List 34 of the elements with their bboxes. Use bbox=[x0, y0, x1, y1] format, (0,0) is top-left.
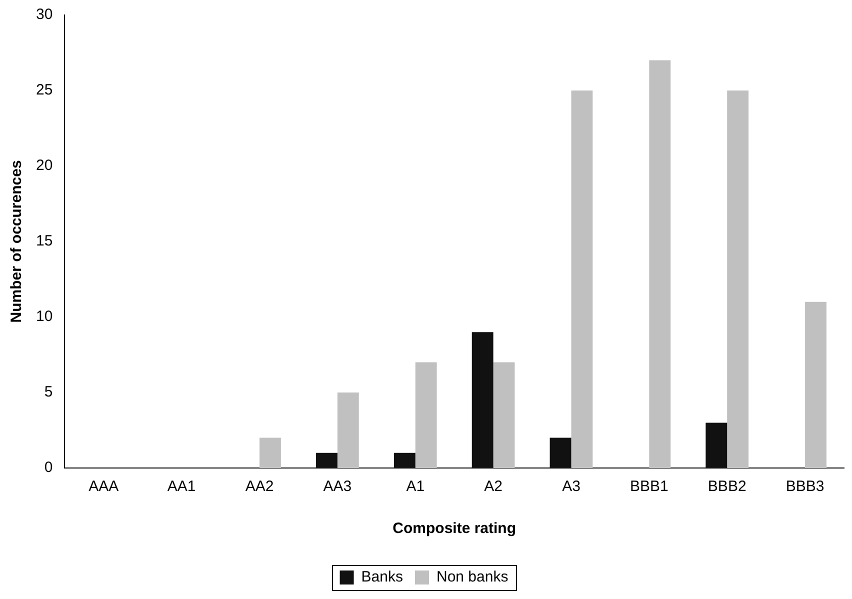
x-tick-label: AAA bbox=[88, 478, 119, 496]
y-tick-label: 10 bbox=[36, 308, 53, 326]
bar bbox=[706, 422, 728, 468]
bar bbox=[550, 438, 572, 468]
y-tick-label: 5 bbox=[44, 384, 53, 401]
x-axis-title: Composite rating bbox=[392, 520, 516, 538]
x-tick-label: A2 bbox=[484, 478, 502, 496]
x-tick-label: BBB3 bbox=[786, 478, 824, 496]
bar bbox=[649, 60, 671, 468]
x-tick-label: AA2 bbox=[245, 478, 274, 496]
x-tick-label: BBB1 bbox=[630, 478, 668, 496]
y-tick-label: 25 bbox=[36, 82, 53, 99]
y-tick-label: 30 bbox=[36, 6, 53, 24]
bar bbox=[727, 90, 749, 468]
bar bbox=[472, 332, 494, 468]
legend-label: Non banks bbox=[436, 568, 508, 586]
bar bbox=[394, 452, 416, 468]
x-tick-label: AA3 bbox=[323, 478, 352, 496]
bar bbox=[260, 438, 281, 468]
bar bbox=[316, 452, 338, 468]
legend-label: Banks bbox=[361, 568, 404, 586]
y-axis-title: Number of occurences bbox=[8, 160, 26, 323]
x-tick-label: A3 bbox=[562, 478, 580, 496]
y-tick-label: 20 bbox=[36, 157, 53, 174]
bar bbox=[805, 302, 826, 468]
x-tick-label: BBB2 bbox=[708, 478, 746, 496]
y-tick-label: 15 bbox=[36, 232, 53, 250]
bar bbox=[571, 90, 593, 468]
x-tick-label: A1 bbox=[406, 478, 425, 496]
bar bbox=[415, 362, 437, 468]
y-tick-label: 0 bbox=[44, 459, 53, 476]
bar bbox=[493, 362, 515, 468]
x-tick-label: AA1 bbox=[167, 478, 196, 496]
bar bbox=[337, 392, 359, 468]
